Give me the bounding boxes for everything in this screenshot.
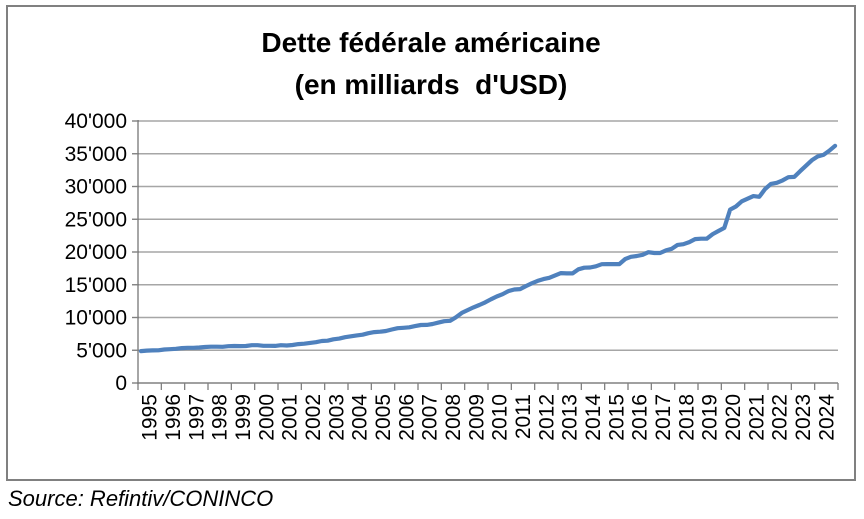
chart-title-line1: Dette fédérale américaine [261, 27, 601, 58]
x-tick-label: 2002 [302, 394, 325, 441]
x-tick-label: 2009 [465, 394, 488, 441]
y-tick-label: 25'000 [65, 208, 127, 231]
x-tick-label: 2015 [605, 394, 628, 441]
x-tick-label: 2016 [629, 394, 652, 441]
x-tick-label: 2018 [675, 394, 698, 441]
x-tick-label: 1995 [139, 394, 162, 441]
x-tick-label: 2010 [489, 394, 512, 441]
y-tick-label: 40'000 [65, 110, 127, 133]
x-tick-label: 2000 [255, 394, 278, 441]
source-caption: Source: Refintiv/CONINCO [8, 486, 274, 511]
y-tick-label: 5'000 [76, 339, 127, 362]
x-tick-label: 2020 [722, 394, 745, 441]
y-tick-label: 10'000 [65, 307, 127, 330]
chart-title: Dette fédérale américaine (en milliards … [6, 22, 856, 106]
x-tick-label: 1996 [162, 394, 185, 441]
debt-line-series [138, 143, 838, 354]
x-tick-label: 1998 [209, 394, 232, 441]
x-tick-label: 2007 [419, 394, 442, 441]
x-tick-label: 1997 [185, 394, 208, 441]
x-tick-label: 2005 [372, 394, 395, 441]
x-tick-label: 2008 [442, 394, 465, 441]
y-tick-label: 15'000 [65, 274, 127, 297]
x-tick-label: 2024 [815, 394, 838, 441]
x-tick-label: 2023 [792, 394, 815, 441]
x-tick-label: 2022 [769, 394, 792, 441]
chart-title-line2: (en milliards d'USD) [294, 69, 568, 100]
x-tick-label: 2001 [279, 394, 302, 441]
x-tick-label: 2014 [582, 394, 605, 441]
x-tick-label: 2017 [652, 394, 675, 441]
y-tick-label: 35'000 [65, 143, 127, 166]
x-tick-label: 2013 [559, 394, 582, 441]
x-tick-label: 2019 [699, 394, 722, 441]
x-tick-label: 2012 [535, 394, 558, 441]
y-tick-label: 30'000 [65, 176, 127, 199]
x-tick-label: 1999 [232, 394, 255, 441]
y-tick-label: 0 [115, 372, 127, 395]
x-tick-label: 2006 [395, 394, 418, 441]
x-tick-label: 2003 [325, 394, 348, 441]
y-tick-label: 20'000 [65, 241, 127, 264]
x-tick-label: 2011 [512, 394, 535, 439]
chart-frame [6, 5, 856, 481]
x-tick-label: 2004 [349, 394, 372, 441]
x-tick-label: 2021 [745, 394, 768, 441]
